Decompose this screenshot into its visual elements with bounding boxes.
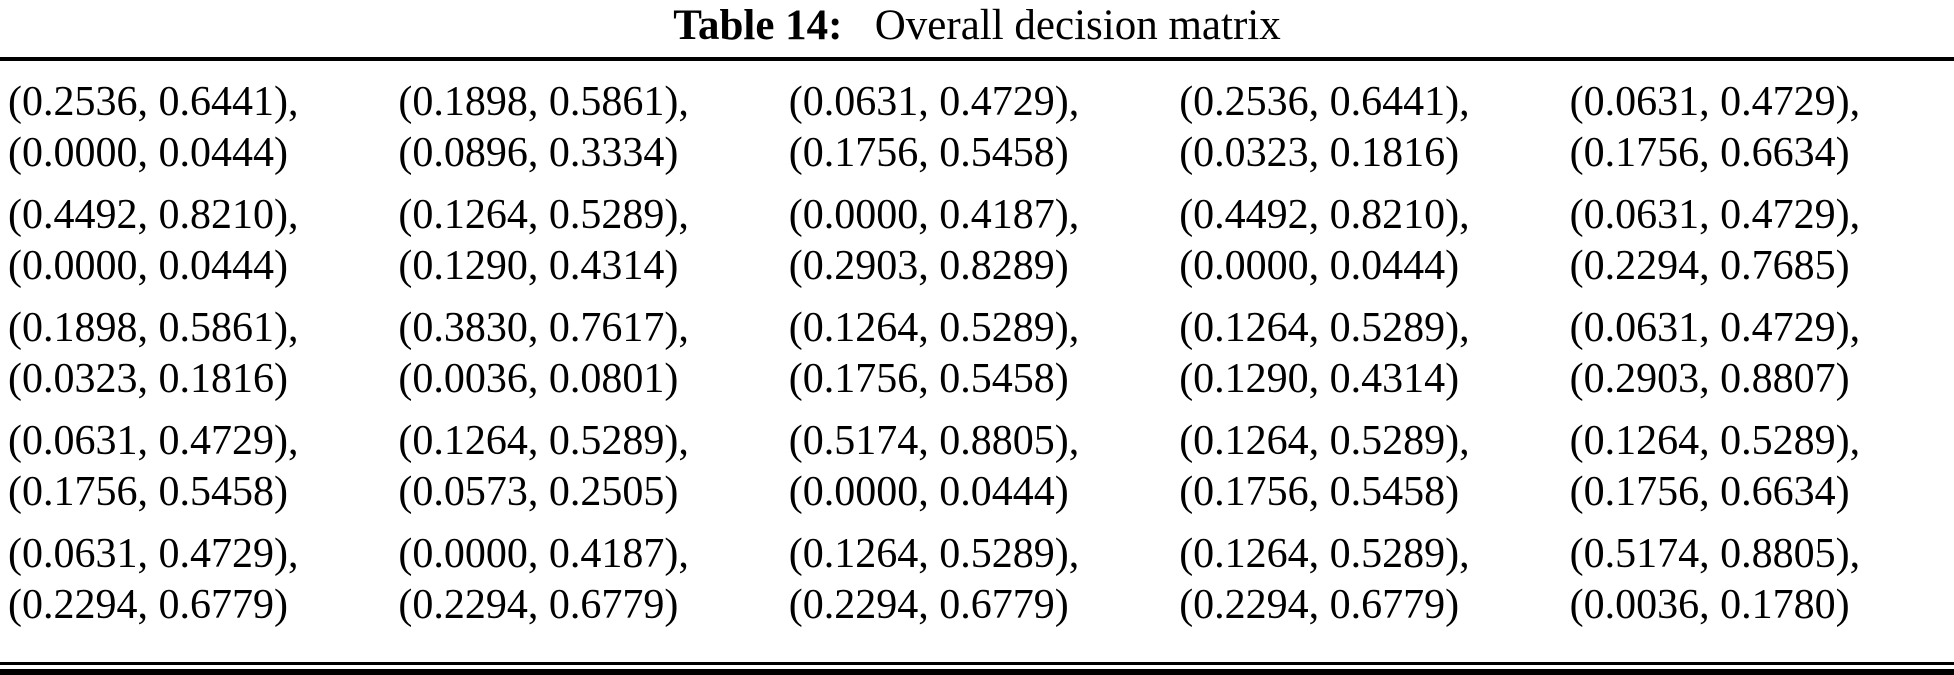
membership-pair: (0.1264, 0.5289), <box>1179 418 1470 464</box>
membership-pair: (0.4492, 0.8210), <box>1179 192 1470 238</box>
nonmembership-pair: (0.0036, 0.1780) <box>1569 582 1850 628</box>
matrix-cell-r1c2: (0.1898, 0.5861), (0.0896, 0.3334) <box>398 77 778 179</box>
matrix-cell-r1c3: (0.0631, 0.4729), (0.1756, 0.5458) <box>789 77 1169 179</box>
membership-pair: (0.1264, 0.5289), <box>1569 418 1861 464</box>
nonmembership-pair: (0.0573, 0.2505) <box>398 469 679 515</box>
nonmembership-pair: (0.0000, 0.0444) <box>788 469 1069 515</box>
table-number-label: Table 14: <box>673 2 843 49</box>
membership-pair: (0.1898, 0.5861), <box>398 79 689 125</box>
decision-matrix-grid: (0.2536, 0.6441), (0.0000, 0.0444) (0.18… <box>0 61 1954 631</box>
nonmembership-pair: (0.2294, 0.6779) <box>8 582 288 628</box>
nonmembership-pair: (0.0323, 0.1816) <box>1179 130 1460 176</box>
matrix-cell-r2c1: (0.4492, 0.8210), (0.0000, 0.0444) <box>8 190 388 292</box>
nonmembership-pair: (0.1290, 0.4314) <box>1179 356 1460 402</box>
matrix-cell-r2c3: (0.0000, 0.4187), (0.2903, 0.8289) <box>789 190 1169 292</box>
matrix-cell-r2c4: (0.4492, 0.8210), (0.0000, 0.0444) <box>1179 190 1559 292</box>
table-bottom-rule-gap <box>0 665 1954 669</box>
matrix-cell-r5c5: (0.5174, 0.8805), (0.0036, 0.1780) <box>1570 529 1950 631</box>
membership-pair: (0.0631, 0.4729), <box>1569 192 1861 238</box>
matrix-cell-r1c4: (0.2536, 0.6441), (0.0323, 0.1816) <box>1179 77 1559 179</box>
membership-pair: (0.4492, 0.8210), <box>8 192 299 238</box>
matrix-cell-r3c3: (0.1264, 0.5289), (0.1756, 0.5458) <box>789 303 1169 405</box>
matrix-cell-r2c2: (0.1264, 0.5289), (0.1290, 0.4314) <box>398 190 778 292</box>
matrix-cell-r3c1: (0.1898, 0.5861), (0.0323, 0.1816) <box>8 303 388 405</box>
matrix-cell-r4c1: (0.0631, 0.4729), (0.1756, 0.5458) <box>8 416 388 518</box>
matrix-cell-r5c3: (0.1264, 0.5289), (0.2294, 0.6779) <box>789 529 1169 631</box>
matrix-cell-r2c5: (0.0631, 0.4729), (0.2294, 0.7685) <box>1570 190 1950 292</box>
membership-pair: (0.0631, 0.4729), <box>788 79 1080 125</box>
nonmembership-pair: (0.0000, 0.0444) <box>8 130 288 176</box>
membership-pair: (0.1264, 0.5289), <box>788 305 1080 351</box>
membership-pair: (0.5174, 0.8805), <box>1569 531 1861 577</box>
membership-pair: (0.0631, 0.4729), <box>8 418 299 464</box>
membership-pair: (0.0000, 0.4187), <box>788 192 1080 238</box>
matrix-cell-r4c5: (0.1264, 0.5289), (0.1756, 0.6634) <box>1570 416 1950 518</box>
membership-pair: (0.0000, 0.4187), <box>398 531 689 577</box>
membership-pair: (0.1264, 0.5289), <box>398 418 689 464</box>
nonmembership-pair: (0.1756, 0.6634) <box>1569 130 1850 176</box>
nonmembership-pair: (0.2903, 0.8807) <box>1569 356 1850 402</box>
table-bottom-rule-thick-line <box>0 669 1954 675</box>
nonmembership-pair: (0.1756, 0.5458) <box>788 130 1069 176</box>
nonmembership-pair: (0.1756, 0.5458) <box>8 469 288 515</box>
membership-pair: (0.3830, 0.7617), <box>398 305 689 351</box>
nonmembership-pair: (0.2294, 0.6779) <box>788 582 1069 628</box>
table-bottom-rule <box>0 662 1954 675</box>
membership-pair: (0.1264, 0.5289), <box>1179 531 1470 577</box>
membership-pair: (0.1264, 0.5289), <box>1179 305 1470 351</box>
nonmembership-pair: (0.2294, 0.7685) <box>1569 243 1850 289</box>
nonmembership-pair: (0.1756, 0.5458) <box>788 356 1069 402</box>
membership-pair: (0.0631, 0.4729), <box>1569 305 1861 351</box>
table-top-rule <box>0 57 1954 61</box>
nonmembership-pair: (0.1756, 0.6634) <box>1569 469 1850 515</box>
membership-pair: (0.2536, 0.6441), <box>8 79 299 125</box>
nonmembership-pair: (0.0323, 0.1816) <box>8 356 288 402</box>
table-caption-text: Overall decision matrix <box>874 2 1281 49</box>
membership-pair: (0.5174, 0.8805), <box>788 418 1080 464</box>
membership-pair: (0.2536, 0.6441), <box>1179 79 1470 125</box>
nonmembership-pair: (0.0000, 0.0444) <box>1179 243 1460 289</box>
table-bottom-rule-thin-line <box>0 662 1954 665</box>
nonmembership-pair: (0.1290, 0.4314) <box>398 243 679 289</box>
matrix-cell-r4c2: (0.1264, 0.5289), (0.0573, 0.2505) <box>398 416 778 518</box>
matrix-cell-r3c4: (0.1264, 0.5289), (0.1290, 0.4314) <box>1179 303 1559 405</box>
membership-pair: (0.1898, 0.5861), <box>8 305 299 351</box>
matrix-cell-r5c2: (0.0000, 0.4187), (0.2294, 0.6779) <box>398 529 778 631</box>
nonmembership-pair: (0.2903, 0.8289) <box>788 243 1069 289</box>
nonmembership-pair: (0.0000, 0.0444) <box>8 243 288 289</box>
nonmembership-pair: (0.0036, 0.0801) <box>398 356 679 402</box>
table-caption: Table 14: Overall decision matrix <box>0 0 1954 50</box>
matrix-cell-r1c1: (0.2536, 0.6441), (0.0000, 0.0444) <box>8 77 388 179</box>
matrix-cell-r5c4: (0.1264, 0.5289), (0.2294, 0.6779) <box>1179 529 1559 631</box>
nonmembership-pair: (0.2294, 0.6779) <box>398 582 679 628</box>
nonmembership-pair: (0.1756, 0.5458) <box>1179 469 1460 515</box>
matrix-cell-r3c2: (0.3830, 0.7617), (0.0036, 0.0801) <box>398 303 778 405</box>
membership-pair: (0.0631, 0.4729), <box>8 531 299 577</box>
nonmembership-pair: (0.2294, 0.6779) <box>1179 582 1460 628</box>
membership-pair: (0.0631, 0.4729), <box>1569 79 1861 125</box>
nonmembership-pair: (0.0896, 0.3334) <box>398 130 679 176</box>
matrix-cell-r4c4: (0.1264, 0.5289), (0.1756, 0.5458) <box>1179 416 1559 518</box>
membership-pair: (0.1264, 0.5289), <box>788 531 1080 577</box>
matrix-cell-r4c3: (0.5174, 0.8805), (0.0000, 0.0444) <box>789 416 1169 518</box>
matrix-cell-r1c5: (0.0631, 0.4729), (0.1756, 0.6634) <box>1570 77 1950 179</box>
matrix-cell-r3c5: (0.0631, 0.4729), (0.2903, 0.8807) <box>1570 303 1950 405</box>
matrix-cell-r5c1: (0.0631, 0.4729), (0.2294, 0.6779) <box>8 529 388 631</box>
membership-pair: (0.1264, 0.5289), <box>398 192 689 238</box>
